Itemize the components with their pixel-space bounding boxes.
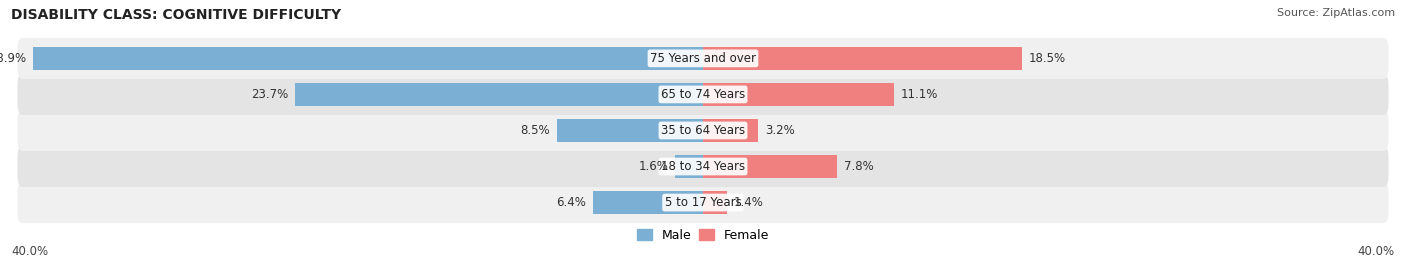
Bar: [703, 119, 758, 142]
Bar: [295, 83, 703, 106]
FancyBboxPatch shape: [17, 74, 1389, 115]
Bar: [703, 155, 838, 178]
Text: 5 to 17 Years: 5 to 17 Years: [665, 196, 741, 209]
Text: DISABILITY CLASS: COGNITIVE DIFFICULTY: DISABILITY CLASS: COGNITIVE DIFFICULTY: [11, 8, 342, 22]
Text: 23.7%: 23.7%: [250, 88, 288, 101]
Text: 40.0%: 40.0%: [11, 245, 48, 258]
Text: 65 to 74 Years: 65 to 74 Years: [661, 88, 745, 101]
Bar: [32, 47, 703, 70]
Text: 18.5%: 18.5%: [1029, 52, 1066, 65]
Bar: [675, 155, 703, 178]
Text: 7.8%: 7.8%: [844, 160, 875, 173]
FancyBboxPatch shape: [17, 110, 1389, 151]
Text: 35 to 64 Years: 35 to 64 Years: [661, 124, 745, 137]
Text: 1.4%: 1.4%: [734, 196, 763, 209]
FancyBboxPatch shape: [17, 38, 1389, 79]
Bar: [703, 83, 894, 106]
Legend: Male, Female: Male, Female: [631, 224, 775, 247]
Bar: [557, 119, 703, 142]
Text: 3.2%: 3.2%: [765, 124, 794, 137]
Text: 11.1%: 11.1%: [901, 88, 938, 101]
Text: 40.0%: 40.0%: [1358, 245, 1395, 258]
Bar: [703, 191, 727, 214]
Text: 38.9%: 38.9%: [0, 52, 27, 65]
Text: 1.6%: 1.6%: [638, 160, 669, 173]
FancyBboxPatch shape: [17, 182, 1389, 223]
Text: 75 Years and over: 75 Years and over: [650, 52, 756, 65]
Text: 8.5%: 8.5%: [520, 124, 550, 137]
Text: Source: ZipAtlas.com: Source: ZipAtlas.com: [1277, 8, 1395, 18]
Text: 6.4%: 6.4%: [555, 196, 586, 209]
Bar: [703, 47, 1022, 70]
Text: 18 to 34 Years: 18 to 34 Years: [661, 160, 745, 173]
FancyBboxPatch shape: [17, 146, 1389, 187]
Bar: [593, 191, 703, 214]
